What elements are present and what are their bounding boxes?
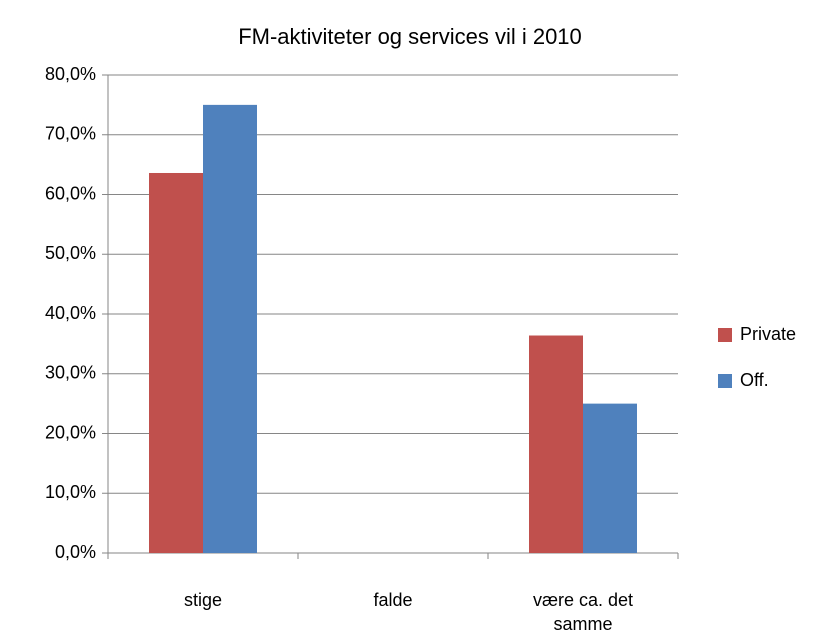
bar xyxy=(583,403,637,553)
y-tick-label: 10,0% xyxy=(45,482,96,502)
legend-label: Private xyxy=(740,324,796,344)
bar xyxy=(149,172,203,554)
y-tick-label: 80,0% xyxy=(45,64,96,84)
legend-label: Off. xyxy=(740,370,769,390)
x-tick-label: falde xyxy=(373,590,413,610)
legend-swatch xyxy=(718,374,732,388)
y-tick-label: 20,0% xyxy=(45,422,96,442)
y-tick-label: 0,0% xyxy=(55,542,96,562)
y-tick-label: 40,0% xyxy=(45,303,96,323)
chart-title: FM-aktiviteter og services vil i 2010 xyxy=(238,24,582,49)
x-tick-label: være ca. det samme xyxy=(532,590,634,634)
y-tick-label: 60,0% xyxy=(45,183,96,203)
bar xyxy=(529,335,583,553)
y-tick-label: 50,0% xyxy=(45,243,96,263)
legend-swatch xyxy=(718,328,732,342)
y-tick-label: 30,0% xyxy=(45,363,96,383)
y-tick-label: 70,0% xyxy=(45,124,96,144)
x-tick-label: stige xyxy=(183,590,223,610)
bar xyxy=(203,104,257,553)
